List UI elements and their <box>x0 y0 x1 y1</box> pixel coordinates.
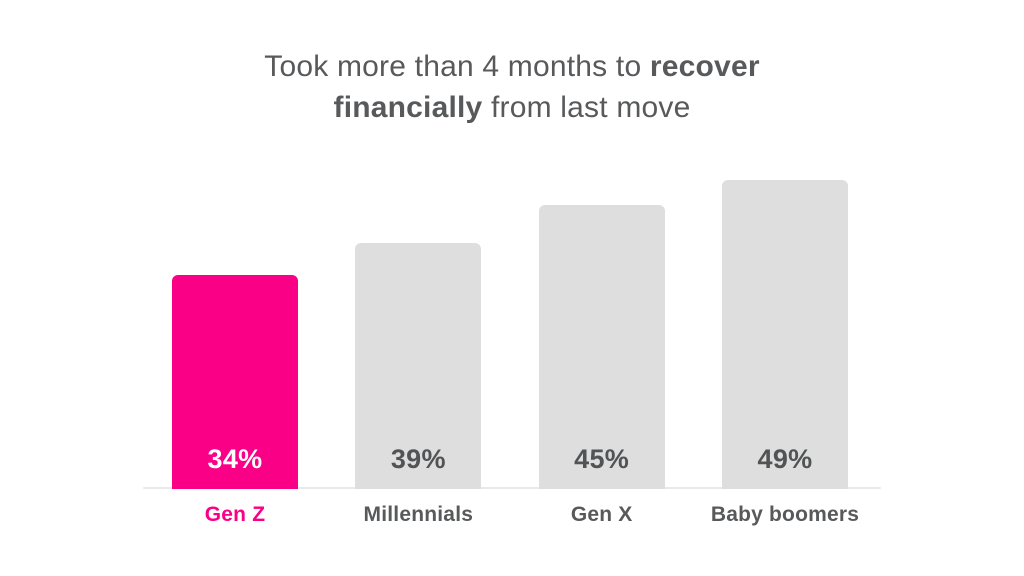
x-axis-baseline <box>143 487 881 489</box>
category-label-gen-z: Gen Z <box>204 503 266 526</box>
title-text-regular: Took more than 4 months to <box>264 50 642 83</box>
chart-title-line-2: financially from last move <box>0 87 1024 128</box>
bar-value-label-baby-boomers: 49% <box>757 444 813 474</box>
chart-title: Took more than 4 months to recover finan… <box>0 46 1024 128</box>
chart-title-line-1: Took more than 4 months to recover <box>0 46 1024 87</box>
bar-value-label-gen-x: 45% <box>574 444 630 474</box>
bar-baby-boomers: 49% <box>721 180 848 489</box>
category-label-gen-x: Gen X <box>570 503 633 526</box>
category-labels-row: Gen Z Millennials Gen X Baby boomers <box>172 502 860 528</box>
bar-millennials: 39% <box>355 243 482 489</box>
category-label-millennials: Millennials <box>363 503 474 526</box>
title-text-bold: recover <box>649 50 760 83</box>
category-label-baby-boomers: Baby boomers <box>710 503 860 526</box>
title-text-bold: financially <box>333 91 483 124</box>
bar-value-label-millennials: 39% <box>390 444 446 474</box>
bar-gen-z: 34% <box>172 275 298 489</box>
title-text-regular: from last move <box>490 91 691 124</box>
bar-value-label-gen-z: 34% <box>207 444 263 474</box>
bar-chart: 34% 39% 45% 49% <box>172 180 848 489</box>
bar-gen-x: 45% <box>538 205 665 489</box>
